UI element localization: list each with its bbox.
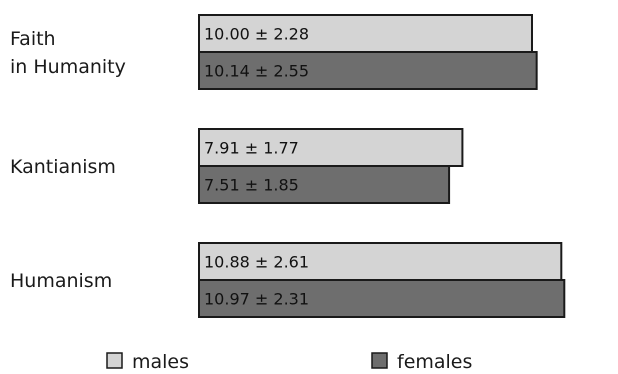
bar-males: [198, 14, 533, 53]
data-label: 10.00 ± 2.28: [204, 25, 309, 44]
category-label: in Humanity: [10, 56, 126, 78]
legend-label: females: [397, 351, 472, 373]
bar-females: [198, 279, 566, 318]
category-label: Faith: [10, 28, 56, 50]
bar-females: [198, 165, 451, 204]
legend-swatch-females: [371, 352, 388, 369]
data-label: 10.88 ± 2.61: [204, 253, 309, 272]
category-labels: Faith in Humanity Kantianism Humanism: [10, 28, 126, 292]
category-label: Humanism: [10, 270, 112, 292]
category-label: Kantianism: [10, 156, 116, 178]
data-label: 10.97 ± 2.31: [204, 290, 309, 309]
legend-swatch-males: [106, 352, 123, 369]
data-label: 7.51 ± 1.85: [204, 176, 299, 195]
bars: 10.00 ± 2.28 10.14 ± 2.55 7.91 ± 1.77 7.51 …: [198, 14, 566, 318]
data-label: 7.91 ± 1.77: [204, 139, 299, 158]
bar-females: [198, 51, 538, 90]
legend-label: males: [132, 351, 189, 373]
data-label: 10.14 ± 2.55: [204, 62, 309, 81]
legend: males females: [106, 351, 472, 373]
